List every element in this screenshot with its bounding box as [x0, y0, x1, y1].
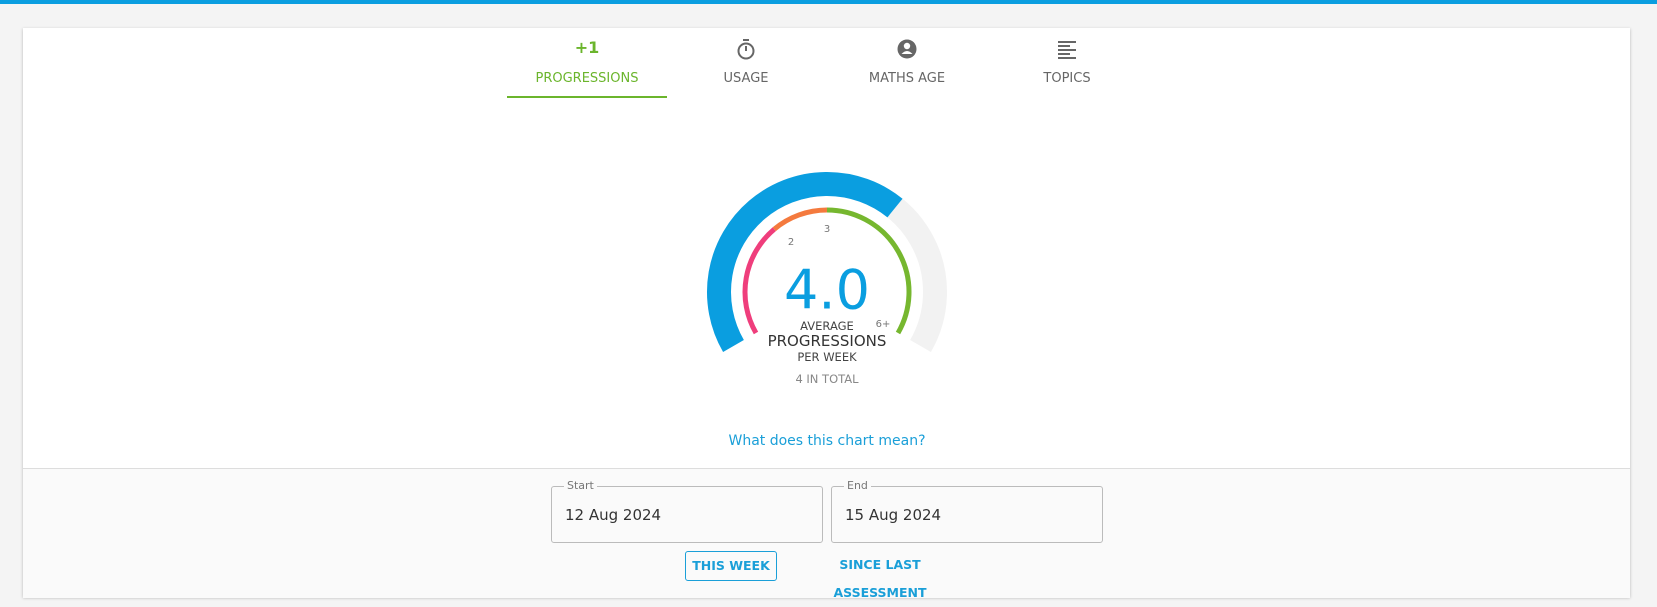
total: 4 IN TOTAL — [795, 372, 859, 386]
tab-label[interactable]: USAGE — [723, 71, 769, 86]
help-link[interactable]: What does this chart mean? — [728, 433, 926, 449]
field-label: Start — [564, 479, 597, 492]
scale-arc — [772, 207, 828, 232]
field-label: End — [844, 479, 871, 492]
gauge-value: 4.0 — [784, 259, 870, 322]
tab-icon[interactable]: +1 — [574, 38, 600, 57]
caption: AVERAGE — [800, 319, 854, 333]
footer: Start 12 Aug 2024 End 15 Aug 2024 THIS W… — [23, 468, 1630, 600]
tab-label[interactable]: MATHS AGE — [868, 71, 946, 86]
gauge: 4.0 2 3 6+ — [707, 172, 947, 352]
tab-label[interactable]: TOPICS — [1043, 71, 1091, 86]
tab-underline — [507, 96, 667, 98]
scale-label: 3 — [824, 224, 830, 235]
timer-icon — [737, 39, 755, 60]
scale-label: 2 — [788, 237, 794, 248]
scale-label: 6+ — [876, 319, 891, 330]
field-value: 12 Aug 2024 — [565, 506, 662, 524]
field-value: 15 Aug 2024 — [845, 506, 942, 524]
card: +1 PROGRESSIONS USAGE MATHS AGE TOPICS 4… — [23, 28, 1630, 600]
topics-icon — [1058, 41, 1076, 59]
since-assessment-button[interactable]: SINCE LAST ASSESSMENT — [833, 557, 927, 600]
end-field[interactable]: End 15 Aug 2024 — [831, 479, 1103, 543]
top-bar — [0, 0, 1657, 4]
scale-arc — [742, 227, 776, 335]
person-icon — [897, 39, 917, 59]
caption: PROGRESSIONS — [767, 332, 887, 350]
tab-label[interactable]: PROGRESSIONS — [535, 71, 639, 86]
caption: PER WEEK — [797, 350, 857, 364]
this-week-button[interactable]: THIS WEEK — [685, 551, 777, 581]
start-field[interactable]: Start 12 Aug 2024 — [551, 479, 823, 543]
gauge-fill — [707, 172, 903, 352]
scale-arc — [826, 207, 912, 335]
